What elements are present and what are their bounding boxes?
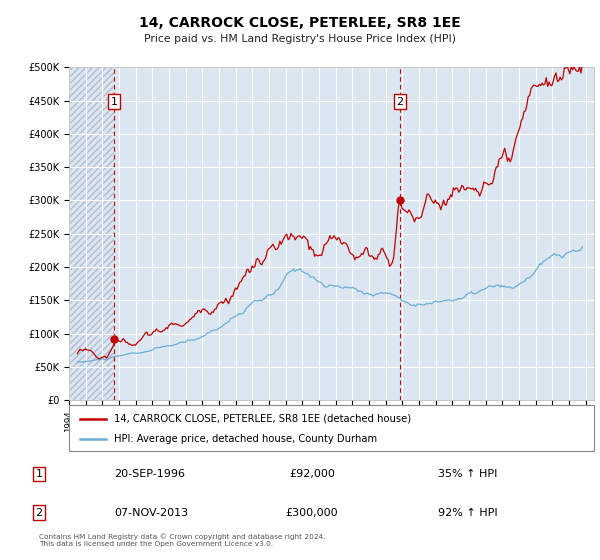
Text: 2: 2 <box>396 97 403 107</box>
Text: Price paid vs. HM Land Registry's House Price Index (HPI): Price paid vs. HM Land Registry's House … <box>144 34 456 44</box>
Text: 14, CARROCK CLOSE, PETERLEE, SR8 1EE (detached house): 14, CARROCK CLOSE, PETERLEE, SR8 1EE (de… <box>113 414 411 424</box>
Text: 2: 2 <box>35 507 43 517</box>
Text: HPI: Average price, detached house, County Durham: HPI: Average price, detached house, Coun… <box>113 435 377 444</box>
Text: Contains HM Land Registry data © Crown copyright and database right 2024.
This d: Contains HM Land Registry data © Crown c… <box>39 533 326 547</box>
Text: 20-SEP-1996: 20-SEP-1996 <box>114 469 185 479</box>
Text: 1: 1 <box>35 469 43 479</box>
Text: 14, CARROCK CLOSE, PETERLEE, SR8 1EE: 14, CARROCK CLOSE, PETERLEE, SR8 1EE <box>139 16 461 30</box>
FancyBboxPatch shape <box>69 405 594 451</box>
Text: 07-NOV-2013: 07-NOV-2013 <box>114 507 188 517</box>
Text: 1: 1 <box>111 97 118 107</box>
Text: 35% ↑ HPI: 35% ↑ HPI <box>438 469 497 479</box>
Text: £300,000: £300,000 <box>286 507 338 517</box>
Text: £92,000: £92,000 <box>289 469 335 479</box>
Text: 92% ↑ HPI: 92% ↑ HPI <box>438 507 497 517</box>
